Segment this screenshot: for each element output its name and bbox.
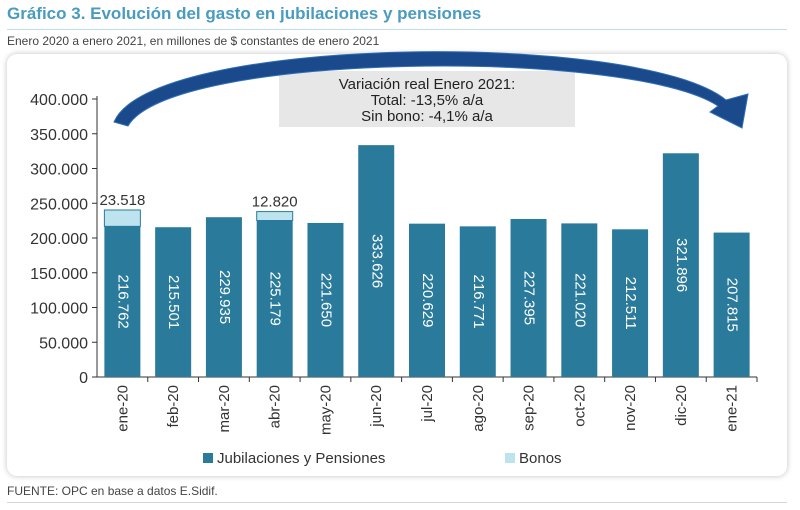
x-tick-label: nov-20	[622, 385, 639, 431]
x-tick-label: ene-20	[114, 385, 131, 432]
bar-value-label: 221.020	[571, 273, 588, 327]
x-tick-label: sep-20	[521, 385, 538, 431]
y-tick-label: 200.000	[30, 231, 88, 248]
bar-value-label: 216.771	[470, 275, 487, 329]
bar-jubilaciones	[459, 226, 496, 377]
bar-jubilaciones	[358, 145, 395, 377]
x-tick-label: mar-20	[216, 385, 233, 433]
bar-jubilaciones	[612, 229, 649, 377]
bar-value-label: 207.815	[724, 278, 741, 332]
chart-subtitle: Enero 2020 a enero 2021, en millones de …	[7, 34, 380, 48]
annotation-line-2: Total: -13,5% a/a	[371, 92, 484, 109]
x-tick-label: ene-21	[724, 385, 741, 432]
bar-jubilaciones	[104, 226, 141, 377]
x-tick-label: jul-20	[419, 385, 436, 423]
chart-title: Gráfico 3. Evolución del gasto en jubila…	[7, 4, 482, 23]
source-divider	[7, 502, 787, 503]
y-tick-label: 350.000	[30, 127, 88, 144]
bar-value-label: 321.896	[673, 238, 690, 292]
annotation-line-1: Variación real Enero 2021:	[339, 76, 516, 93]
bar-value-label: 212.511	[622, 277, 639, 330]
x-tick-label: may-20	[317, 385, 334, 435]
x-tick-label: oct-20	[571, 385, 588, 427]
bar-jubilaciones	[256, 220, 293, 377]
y-tick-label: 300.000	[30, 162, 88, 179]
bar-jubilaciones	[510, 218, 547, 377]
annotation-box	[279, 71, 575, 127]
bar-value-label: 333.626	[368, 234, 385, 288]
trend-arrow	[113, 51, 749, 129]
bar-bonos	[103, 209, 141, 227]
x-tick-label: jun-20	[368, 385, 385, 428]
bar-jubilaciones	[307, 222, 344, 377]
bar-value-label: 221.650	[317, 273, 334, 327]
y-tick-label: 250.000	[30, 196, 88, 213]
bar-jubilaciones	[662, 153, 699, 377]
source-note: FUENTE: OPC en base a datos E.Sidif.	[7, 484, 218, 498]
y-tick-label: 400.000	[30, 92, 88, 109]
x-tick-label: abr-20	[267, 385, 284, 428]
bar-bonos	[256, 211, 294, 222]
bar-value-label: 229.935	[216, 270, 233, 324]
bar-value-label: 215.501	[165, 275, 182, 329]
bar-jubilaciones	[561, 223, 598, 377]
x-tick-label: feb-20	[165, 385, 182, 428]
y-tick-label: 100.000	[30, 301, 88, 318]
legend-swatch-jubilaciones	[203, 453, 213, 463]
annotation-line-3: Sin bono: -4,1% a/a	[361, 108, 493, 125]
title-divider	[7, 29, 787, 30]
bonos-value-label: 23.518	[99, 192, 145, 209]
bar-jubilaciones	[155, 227, 192, 377]
legend-label-bonos: Bonos	[519, 450, 562, 467]
y-tick-label: 0	[79, 370, 88, 387]
bar-value-label: 227.395	[521, 271, 538, 325]
x-tick-label: dic-20	[673, 385, 690, 426]
legend-label-jubilaciones: Jubilaciones y Pensiones	[217, 450, 385, 467]
y-tick-label: 150.000	[30, 266, 88, 283]
y-tick-label: 50.000	[39, 335, 88, 352]
legend-swatch-bonos	[505, 453, 515, 463]
bar-jubilaciones	[205, 217, 242, 377]
bar-value-label: 220.629	[419, 273, 436, 327]
bar-jubilaciones	[409, 223, 445, 377]
bar-jubilaciones	[713, 232, 750, 377]
bonos-value-label: 12.820	[252, 194, 298, 211]
x-tick-label: ago-20	[470, 385, 487, 432]
bar-value-label: 225.179	[267, 272, 284, 326]
bar-value-label: 216.762	[114, 275, 131, 329]
